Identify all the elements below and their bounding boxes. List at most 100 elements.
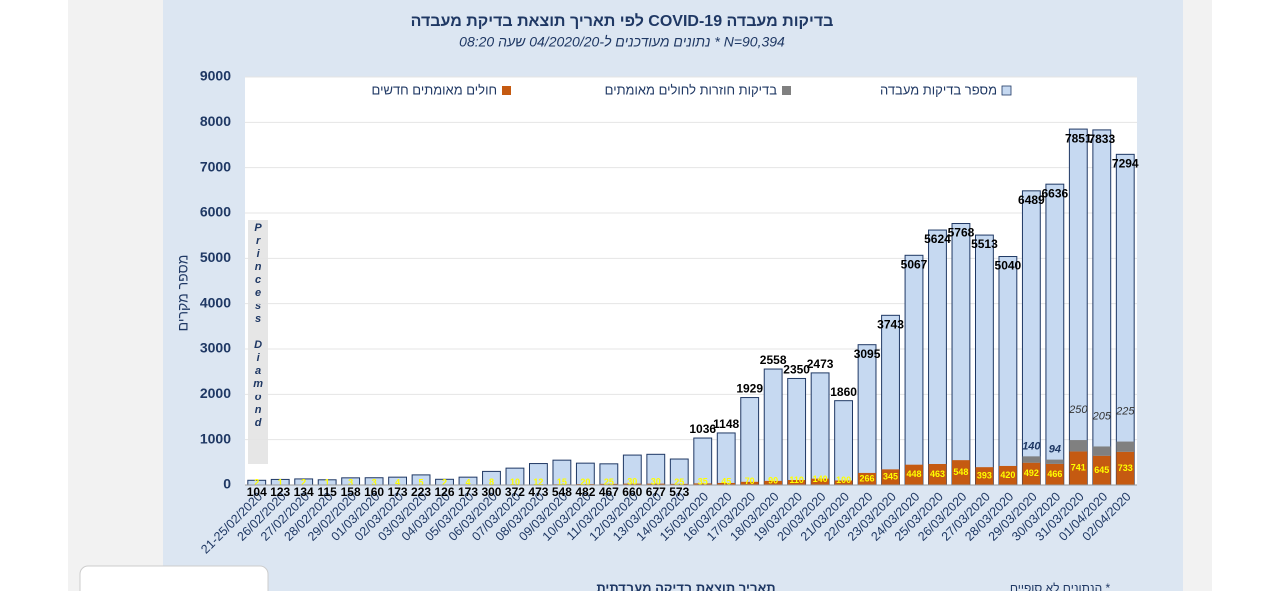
annotation: Princess Diamond [252, 222, 264, 430]
data-label: 3095 [854, 347, 881, 361]
data-label: 7851 [1065, 131, 1092, 145]
footnote: * הנתונים לא סופיים [1010, 581, 1111, 591]
data-label: 266 [860, 473, 875, 483]
data-label: 5 [419, 477, 424, 487]
data-label: 473 [528, 485, 548, 499]
legend-swatch [1001, 85, 1012, 96]
bar [952, 460, 970, 485]
bar [881, 314, 900, 486]
data-label: 70 [745, 476, 755, 486]
data-label: 205 [1092, 410, 1112, 422]
y-axis-label: מספר מקרים [175, 255, 191, 332]
bar [904, 254, 924, 486]
data-label: 2 [254, 477, 259, 487]
data-label: 7294 [1112, 157, 1139, 171]
data-label: 45 [721, 476, 731, 486]
legend-label: חולים מאומתים חדשים [372, 82, 497, 97]
chart-title: בדיקות מעבדה COVID-19 לפי תאריך תוצאת בד… [411, 12, 834, 30]
chart-subtitle: N=90,394 * נתונים מעודכנים ל-04/2020/20 … [459, 34, 785, 50]
x-axis-label: תאריך תוצאת בדיקה מעבדתית [596, 580, 775, 591]
bar [951, 223, 971, 486]
data-label: 3743 [877, 317, 904, 331]
y-tick-label: 4000 [200, 294, 231, 310]
data-label: 90 [768, 475, 778, 485]
logo-box [79, 565, 269, 591]
bar [787, 377, 807, 486]
data-label: 741 [1071, 463, 1086, 473]
data-label: 2558 [760, 353, 787, 367]
legend-label: בדיקות חוזרות לחולים מאומתים [605, 82, 778, 97]
bar [998, 256, 1018, 486]
bar [646, 483, 665, 485]
bar [764, 480, 783, 485]
data-label: 5040 [995, 259, 1022, 273]
data-label: 2473 [807, 357, 834, 371]
data-label: 223 [411, 485, 431, 499]
bar [881, 469, 900, 485]
bar [1045, 459, 1064, 464]
bar [670, 483, 689, 485]
bar [1022, 462, 1041, 485]
bar [1092, 129, 1112, 486]
data-label: 573 [669, 485, 689, 499]
data-label: 548 [552, 485, 572, 499]
bar [858, 472, 876, 485]
data-label: 1 [278, 477, 283, 487]
data-label: 548 [953, 467, 968, 477]
data-label: 6636 [1041, 186, 1068, 200]
bar [1115, 153, 1135, 486]
data-label: 448 [906, 469, 921, 479]
data-label: 140 [813, 474, 828, 484]
bar [1116, 451, 1135, 485]
data-label: 420 [1000, 470, 1015, 480]
data-label: 300 [481, 485, 501, 499]
bar [975, 234, 994, 486]
bar [623, 483, 642, 485]
y-tick-label: 8000 [200, 113, 231, 129]
data-label: 8 [489, 477, 494, 487]
bar [599, 483, 618, 485]
data-label: 466 [1047, 469, 1062, 479]
bar [810, 372, 830, 486]
data-label: 1148 [713, 417, 739, 431]
bar [1069, 451, 1088, 485]
bar [693, 483, 712, 485]
data-label: 393 [977, 470, 992, 480]
data-label: 100 [836, 475, 851, 485]
bar [1045, 463, 1064, 485]
data-label: 10 [510, 477, 520, 487]
data-label: 110 [789, 475, 804, 485]
bar [834, 480, 853, 485]
data-label: 123 [270, 485, 290, 499]
annotation-box [248, 220, 268, 464]
data-label: 3 [372, 477, 377, 487]
bar [1092, 455, 1111, 485]
data-label: 372 [505, 485, 525, 499]
data-label: 1929 [736, 382, 763, 396]
data-label: 158 [341, 485, 361, 499]
data-label: 173 [388, 485, 408, 499]
bar [975, 467, 994, 485]
data-label: 25 [604, 477, 614, 487]
data-label: 173 [458, 485, 478, 499]
bar [1022, 456, 1041, 463]
bar [928, 464, 947, 485]
bar [717, 482, 736, 485]
data-label: 463 [930, 469, 945, 479]
bar [1116, 441, 1135, 452]
data-label: 1860 [830, 385, 857, 399]
data-label: 345 [883, 472, 898, 482]
data-label: 467 [599, 485, 619, 499]
data-label: 5624 [924, 232, 951, 246]
data-label: 2 [442, 477, 447, 487]
data-label: 35 [698, 477, 708, 487]
data-label: 492 [1024, 468, 1039, 478]
data-label: 5067 [901, 257, 928, 271]
data-label: 25 [674, 477, 684, 487]
data-label: 2 [301, 477, 306, 487]
data-label: 6489 [1018, 193, 1045, 207]
data-label: 94 [1049, 444, 1061, 456]
bar [740, 481, 759, 485]
legend-swatch [782, 86, 791, 95]
